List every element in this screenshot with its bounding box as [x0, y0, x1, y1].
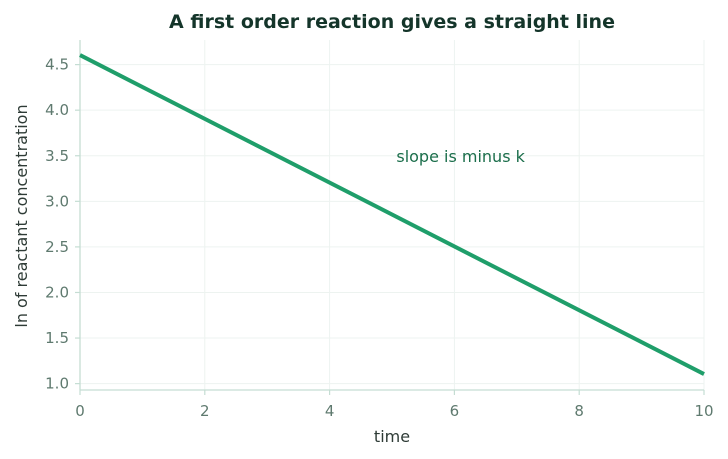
y-tick-label: 4.0	[45, 101, 69, 119]
y-tick-label: 1.0	[45, 375, 69, 393]
x-axis-ticks: 0 2 4 6 8 10	[75, 390, 714, 420]
chart-title: A first order reaction gives a straight …	[169, 11, 615, 33]
y-tick-label: 2.5	[45, 238, 69, 256]
x-axis-label: time	[374, 427, 410, 446]
annotations: slope is minus k	[396, 147, 525, 166]
series-line	[79, 53, 705, 376]
slope-annotation: slope is minus k	[396, 147, 525, 166]
x-tick-label: 10	[694, 402, 713, 420]
y-tick-label: 2.0	[45, 283, 69, 301]
x-tick-label: 4	[325, 402, 335, 420]
y-axis-ticks: 1.0 1.5 2.0 2.5 3.0 3.5 4.0 4.5	[45, 56, 80, 393]
y-tick-label: 3.0	[45, 192, 69, 210]
y-tick-label: 1.5	[45, 329, 69, 347]
x-tick-label: 0	[75, 402, 85, 420]
y-tick-label: 4.5	[45, 56, 69, 74]
y-tick-label: 3.5	[45, 147, 69, 165]
x-tick-label: 6	[450, 402, 460, 420]
x-tick-label: 8	[574, 402, 584, 420]
grid	[79, 40, 705, 390]
axes	[79, 40, 704, 391]
series	[79, 53, 705, 376]
y-axis-label: ln of reactant concentration	[12, 104, 31, 327]
x-tick-label: 2	[200, 402, 210, 420]
